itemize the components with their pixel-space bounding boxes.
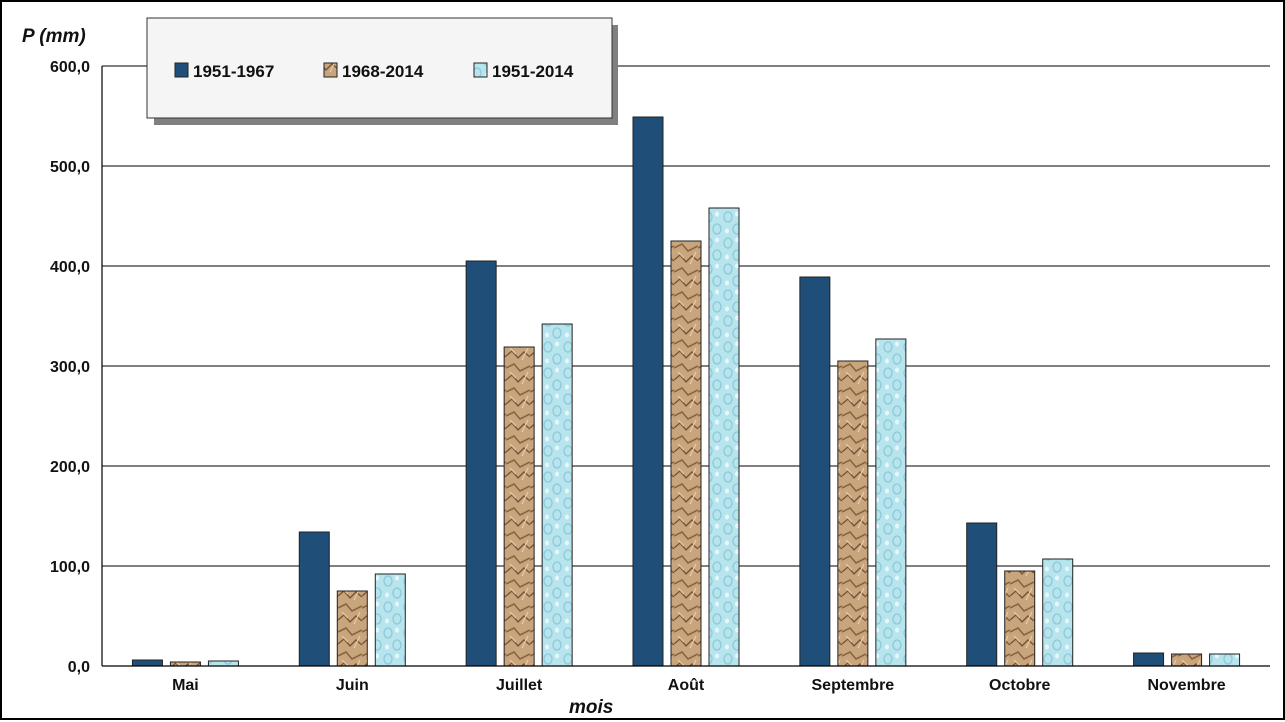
bar: [131, 659, 163, 667]
bar: [336, 590, 368, 667]
legend-box: [146, 17, 613, 119]
bar: [1209, 653, 1241, 667]
x-axis-title: mois: [569, 697, 613, 718]
bar: [966, 522, 998, 667]
x-tick-label: Novembre: [1147, 677, 1225, 694]
x-tick-label: Août: [668, 677, 705, 694]
legend-label: 1968-2014: [342, 62, 424, 81]
bar: [298, 531, 330, 667]
legend: 1951-1967 1968-2014 1951-2014: [146, 17, 618, 125]
bar: [708, 207, 740, 667]
y-tick-label: 400,0: [50, 259, 90, 276]
bar: [207, 660, 239, 667]
bar: [875, 338, 907, 667]
y-tick-label: 100,0: [50, 559, 90, 576]
bar: [503, 346, 535, 667]
bar: [465, 260, 497, 667]
bar: [632, 116, 664, 667]
y-tick-label: 200,0: [50, 459, 90, 476]
y-tick-label: 500,0: [50, 159, 90, 176]
bar: [837, 360, 869, 667]
x-tick-label: Mai: [172, 677, 199, 694]
bar: [374, 573, 406, 667]
bar: [1004, 570, 1036, 667]
bar: [799, 276, 831, 667]
legend-swatch: [473, 62, 488, 78]
bar: [1133, 652, 1165, 667]
x-tick-label: Juillet: [496, 677, 543, 694]
bar: [670, 240, 702, 667]
legend-swatch: [174, 62, 189, 78]
bar: [541, 323, 573, 667]
legend-swatch: [323, 62, 338, 78]
y-tick-label: 300,0: [50, 359, 90, 376]
x-tick-label: Septembre: [812, 677, 895, 694]
y-tick-label: 600,0: [50, 59, 90, 76]
legend-label: 1951-2014: [492, 62, 574, 81]
bar: [1042, 558, 1074, 667]
bars-layer: [131, 116, 1241, 667]
y-tick-label: 0,0: [68, 659, 90, 676]
legend-label: 1951-1967: [193, 62, 274, 81]
x-tick-label: Juin: [336, 677, 369, 694]
y-axis-title: P (mm): [22, 26, 86, 47]
bar: [1171, 653, 1203, 667]
x-tick-label: Octobre: [989, 677, 1050, 694]
ticks-layer: 0,0 100,0 200,0 300,0 400,0 500,0 600,0 Mai Juin…: [50, 59, 1226, 694]
legend-items: 1951-1967 1968-2014 1951-2014: [174, 62, 574, 81]
